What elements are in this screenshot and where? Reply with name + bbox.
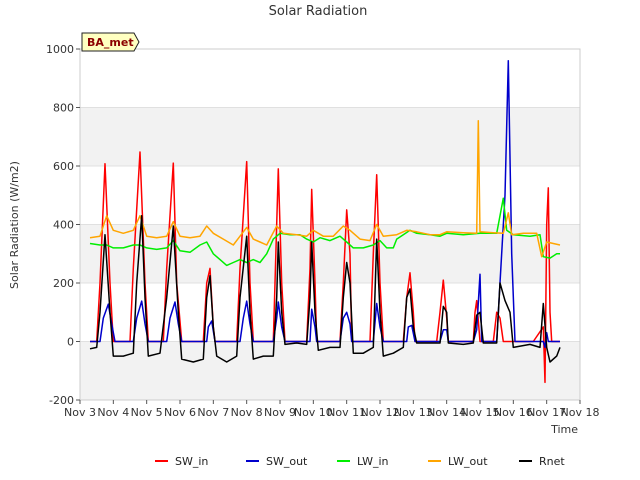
x-tick-label: Nov 11 bbox=[327, 406, 366, 419]
badge-text: BA_met bbox=[87, 36, 134, 49]
badge: BA_met bbox=[81, 32, 140, 52]
x-tick-label: Nov 8 bbox=[231, 406, 263, 419]
x-tick-label: Nov 5 bbox=[131, 406, 163, 419]
x-tick-label: Nov 16 bbox=[494, 406, 533, 419]
x-tick-label: Nov 14 bbox=[427, 406, 466, 419]
plot-band bbox=[80, 341, 580, 400]
series-lines bbox=[89, 59, 561, 384]
y-axis-label: Solar Radiation (W/m2) bbox=[8, 161, 21, 289]
x-tick-label: Nov 4 bbox=[97, 406, 129, 419]
x-tick-label: Nov 3 bbox=[64, 406, 96, 419]
x-axis-label: Time bbox=[550, 423, 578, 436]
x-tick-label: Nov 18 bbox=[561, 406, 600, 419]
badge-shape bbox=[81, 32, 140, 52]
y-tick-label: -200 bbox=[49, 394, 74, 407]
x-tick-label: Nov 17 bbox=[527, 406, 566, 419]
series-line-sw_out bbox=[90, 59, 560, 349]
y-tick-label: 1000 bbox=[46, 43, 74, 56]
series-line-rnet bbox=[89, 214, 561, 363]
legend-label: SW_out bbox=[266, 455, 308, 468]
y-tick-label: 0 bbox=[67, 336, 74, 349]
y-tick-label: 800 bbox=[53, 102, 74, 115]
y-tick-label: 600 bbox=[53, 160, 74, 173]
legend-label: Rnet bbox=[539, 455, 565, 468]
x-tick-label: Nov 13 bbox=[394, 406, 433, 419]
x-tick-label: Nov 9 bbox=[264, 406, 296, 419]
x-tick-label: Nov 10 bbox=[294, 406, 333, 419]
x-tick-label: Nov 6 bbox=[164, 406, 196, 419]
plot-band bbox=[80, 224, 580, 283]
series-line-lw_out bbox=[89, 119, 561, 258]
y-tick-labels: -200 0 200 400 600 800 1000 bbox=[46, 43, 80, 407]
plot-band bbox=[80, 107, 580, 166]
x-tick-label: Nov 15 bbox=[461, 406, 500, 419]
legend-label: SW_in bbox=[175, 455, 208, 468]
legend-label: LW_in bbox=[357, 455, 389, 468]
y-tick-label: 400 bbox=[53, 219, 74, 232]
legend: SW_in SW_out LW_in LW_out Rnet bbox=[155, 455, 565, 468]
x-tick-label: Nov 7 bbox=[197, 406, 229, 419]
legend-label: LW_out bbox=[448, 455, 488, 468]
chart-title: Solar Radiation bbox=[269, 4, 368, 19]
y-tick-label: 200 bbox=[53, 277, 74, 290]
x-tick-label: Nov 12 bbox=[361, 406, 400, 419]
